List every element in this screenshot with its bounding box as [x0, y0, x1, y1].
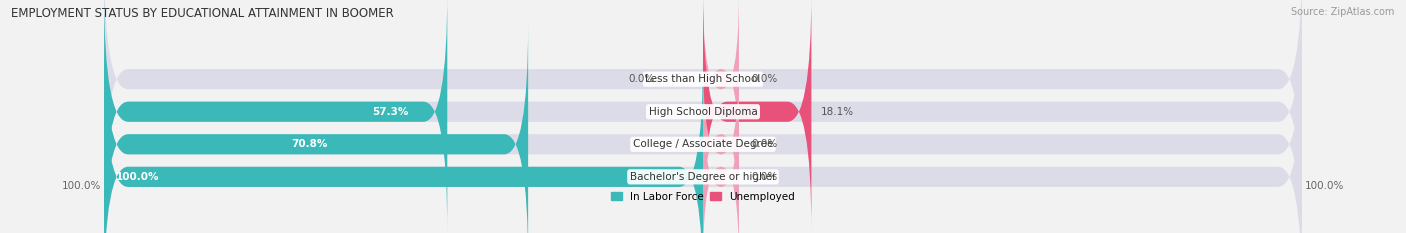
FancyBboxPatch shape — [104, 24, 529, 233]
Legend: In Labor Force, Unemployed: In Labor Force, Unemployed — [607, 188, 799, 206]
Text: 100.0%: 100.0% — [117, 172, 160, 182]
Text: 100.0%: 100.0% — [62, 181, 101, 191]
FancyBboxPatch shape — [104, 57, 1302, 233]
Text: Less than High School: Less than High School — [645, 74, 761, 84]
FancyBboxPatch shape — [703, 89, 740, 233]
Text: 70.8%: 70.8% — [291, 139, 328, 149]
FancyBboxPatch shape — [104, 0, 447, 232]
Text: 57.3%: 57.3% — [371, 107, 408, 117]
Text: 0.0%: 0.0% — [628, 74, 655, 84]
FancyBboxPatch shape — [104, 0, 1302, 232]
Text: 100.0%: 100.0% — [1305, 181, 1344, 191]
Text: 18.1%: 18.1% — [820, 107, 853, 117]
FancyBboxPatch shape — [104, 57, 703, 233]
Text: Source: ZipAtlas.com: Source: ZipAtlas.com — [1291, 7, 1395, 17]
Text: Bachelor's Degree or higher: Bachelor's Degree or higher — [630, 172, 776, 182]
FancyBboxPatch shape — [104, 24, 1302, 233]
FancyBboxPatch shape — [703, 0, 811, 232]
Text: 0.0%: 0.0% — [751, 139, 778, 149]
Text: 0.0%: 0.0% — [751, 74, 778, 84]
FancyBboxPatch shape — [703, 57, 740, 232]
Text: EMPLOYMENT STATUS BY EDUCATIONAL ATTAINMENT IN BOOMER: EMPLOYMENT STATUS BY EDUCATIONAL ATTAINM… — [11, 7, 394, 20]
FancyBboxPatch shape — [104, 0, 1302, 199]
Text: 0.0%: 0.0% — [751, 172, 778, 182]
FancyBboxPatch shape — [703, 0, 740, 167]
Text: High School Diploma: High School Diploma — [648, 107, 758, 117]
Text: College / Associate Degree: College / Associate Degree — [633, 139, 773, 149]
